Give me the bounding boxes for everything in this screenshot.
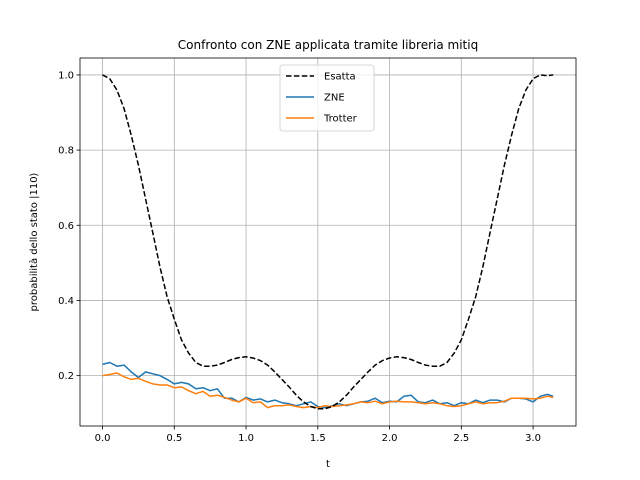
x-ticks: 0.0 0.5 1.0 1.5 2.0 2.5 3.0 xyxy=(95,426,541,444)
x-tick-label: 1.0 xyxy=(238,433,254,444)
x-tick-label: 0.5 xyxy=(166,433,182,444)
grid xyxy=(80,58,576,426)
y-tick-label: 0.2 xyxy=(58,371,74,382)
legend-label-trotter: Trotter xyxy=(323,114,358,125)
legend: Esatta ZNE Trotter xyxy=(279,64,375,132)
x-tick-label: 3.0 xyxy=(525,433,541,444)
series-line-trotter xyxy=(102,372,554,409)
x-tick-label: 0.0 xyxy=(95,433,111,444)
y-tick-label: 0.4 xyxy=(58,296,74,307)
y-axis-label: probabilità dello stato |110⟩ xyxy=(28,172,40,311)
y-tick-label: 1.0 xyxy=(58,70,74,81)
series-layer xyxy=(102,74,554,410)
legend-label-esatta: Esatta xyxy=(324,72,356,83)
x-tick-label: 2.5 xyxy=(453,433,469,444)
legend-label-zne: ZNE xyxy=(324,93,345,104)
y-ticks: 0.2 0.4 0.6 0.8 1.0 xyxy=(58,70,80,382)
plot-frame xyxy=(79,57,577,427)
chart-title: Confronto con ZNE applicata tramite libr… xyxy=(178,38,478,52)
x-tick-label: 1.5 xyxy=(310,433,326,444)
series-line-esatta xyxy=(102,74,554,410)
y-tick-label: 0.6 xyxy=(58,221,74,232)
x-axis-label: t xyxy=(326,459,330,470)
y-tick-label: 0.8 xyxy=(58,146,74,157)
x-tick-label: 2.0 xyxy=(382,433,398,444)
legend-box xyxy=(279,64,375,132)
